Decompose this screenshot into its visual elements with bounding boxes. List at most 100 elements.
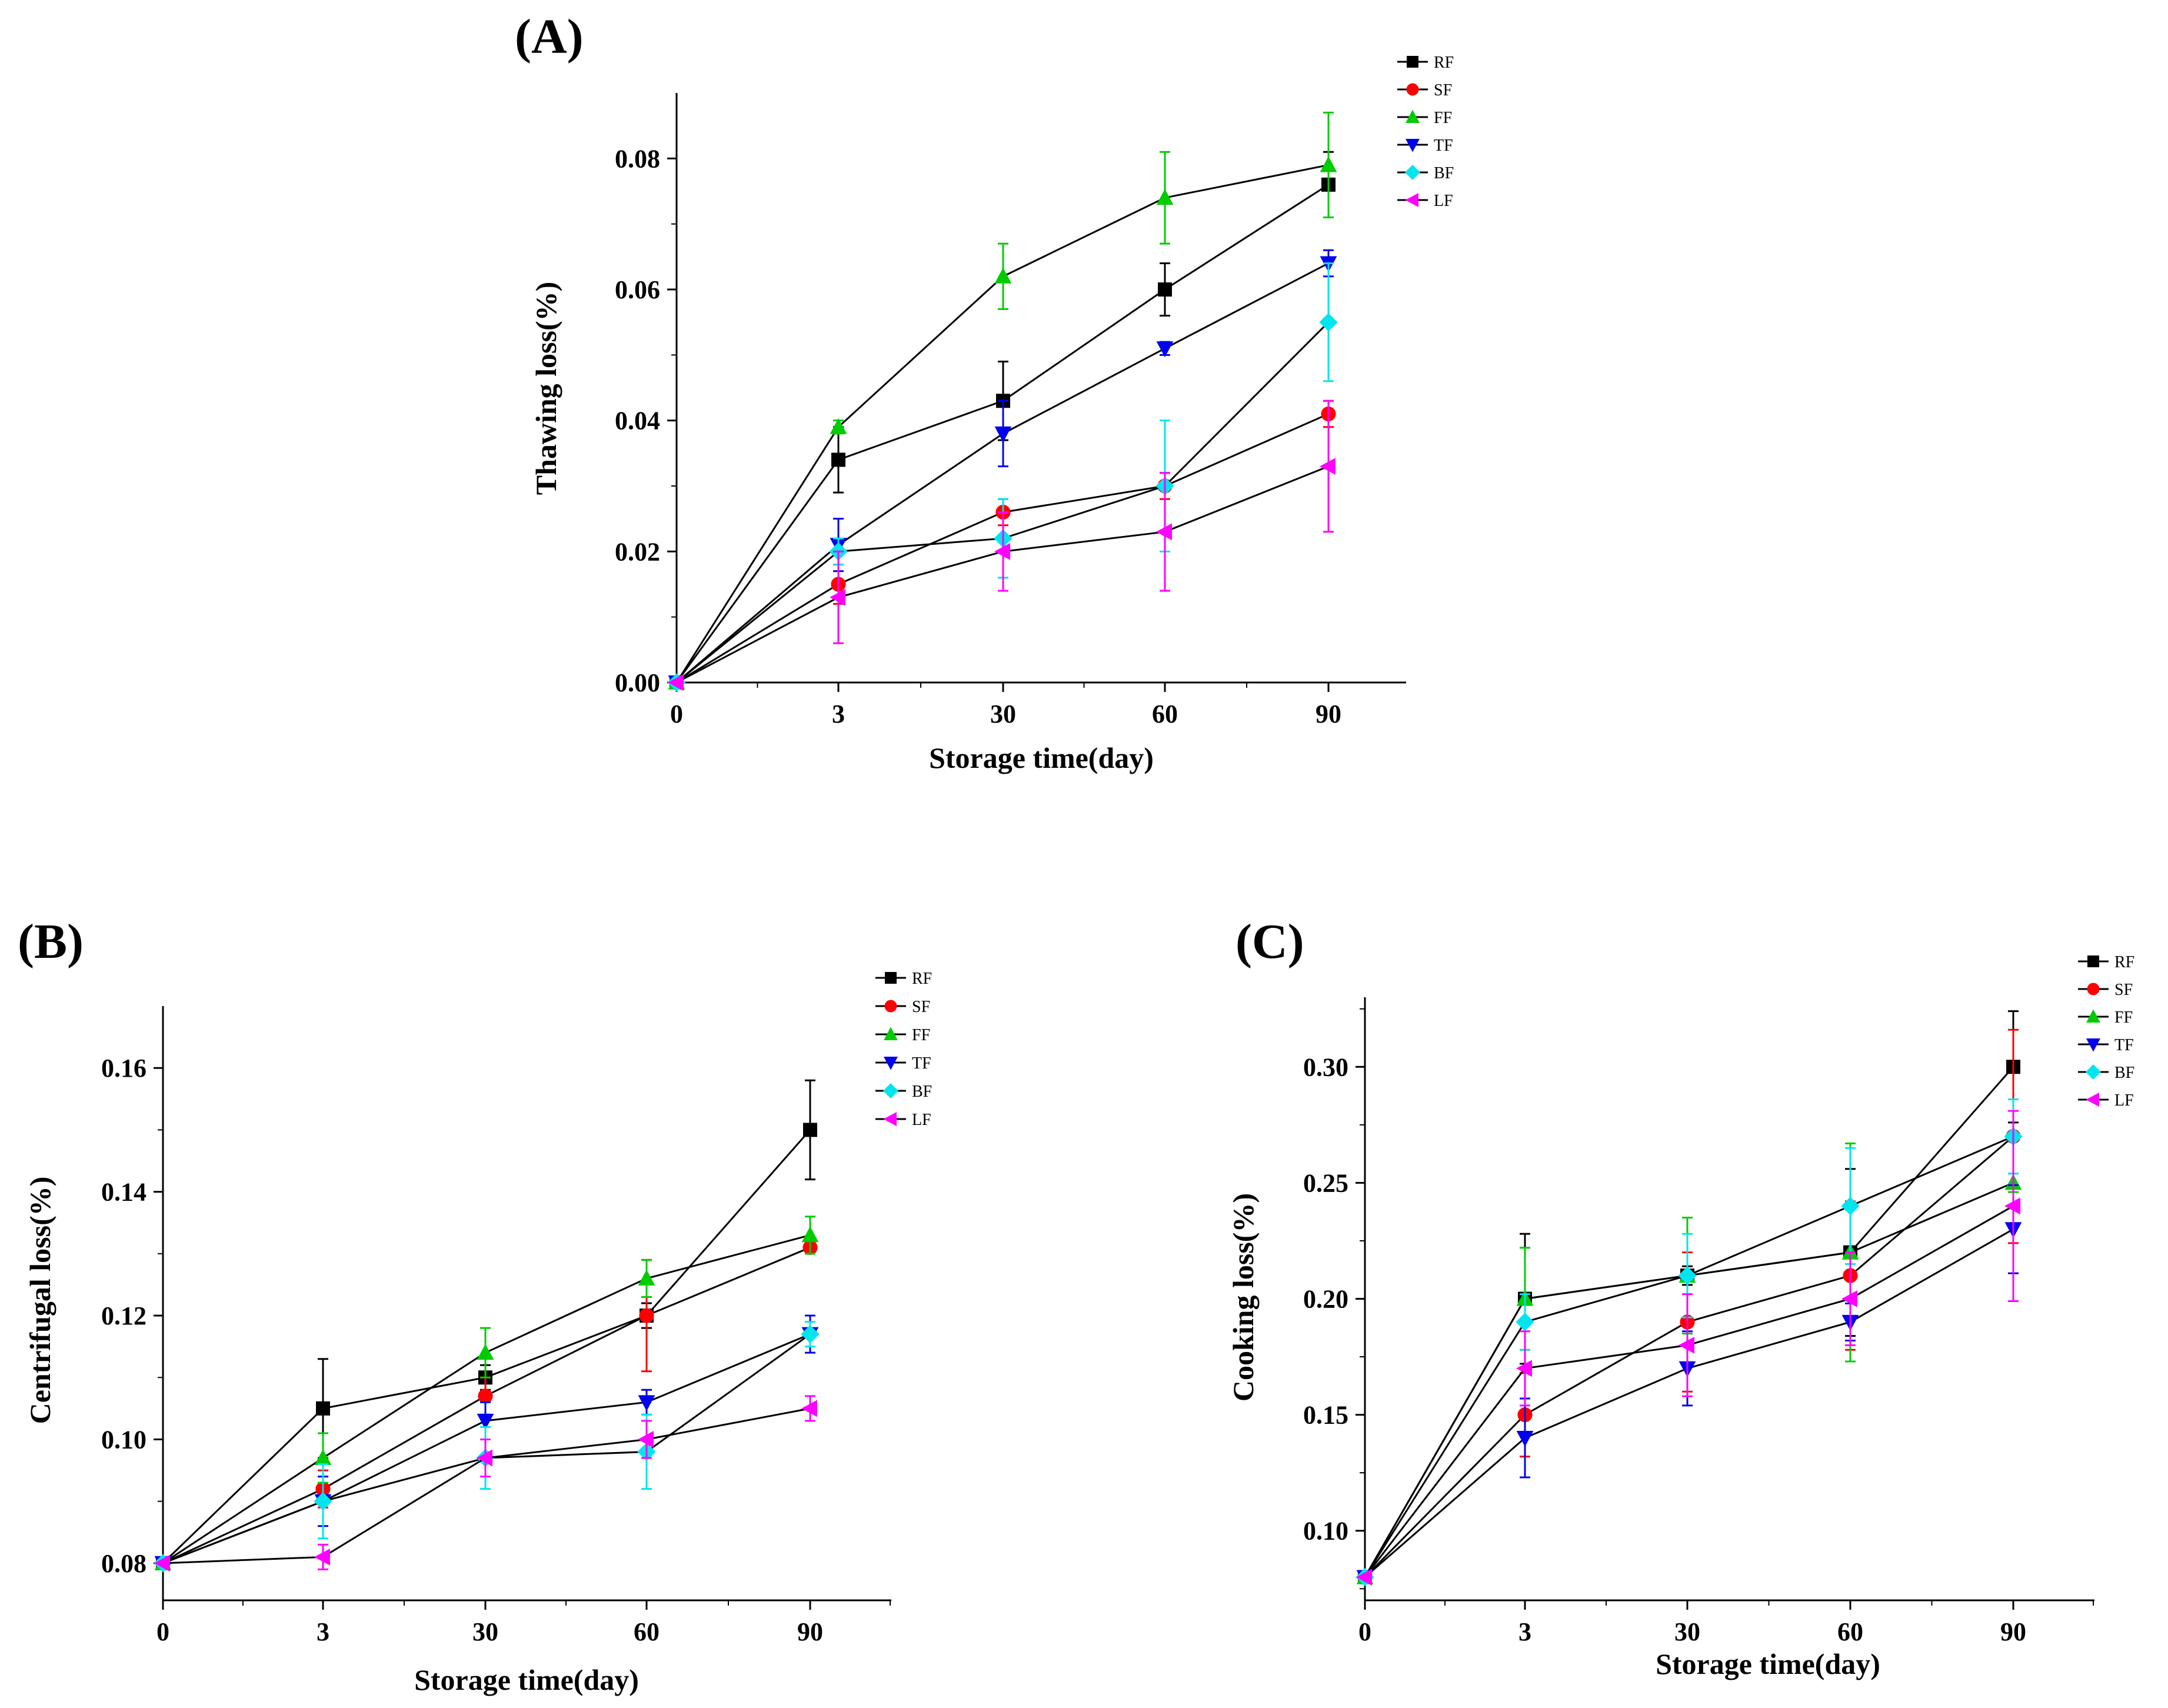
x-axis-title: Storage time(day) bbox=[1656, 1647, 1880, 1680]
legend-marker-LF bbox=[883, 1112, 897, 1126]
data-point-LF bbox=[1356, 1569, 1372, 1586]
x-tick-label: 3 bbox=[832, 700, 845, 728]
series-TF bbox=[668, 249, 1337, 691]
series-RF bbox=[1358, 1010, 2020, 1584]
y-tick-label: 0.08 bbox=[101, 1549, 146, 1578]
legend-label-RF: RF bbox=[1434, 54, 1454, 72]
legend-label-TF: TF bbox=[912, 1054, 931, 1073]
y-axis-title: Centrifugal loss(%) bbox=[24, 1177, 56, 1424]
legend-marker-FF bbox=[884, 1027, 898, 1040]
data-point-FF bbox=[1156, 189, 1174, 205]
data-point-LF bbox=[1320, 458, 1336, 475]
x-tick-label: 30 bbox=[990, 700, 1016, 728]
data-point-BF bbox=[314, 1492, 332, 1511]
legend-marker-BF bbox=[2086, 1064, 2101, 1080]
data-point-BF bbox=[1841, 1197, 1860, 1216]
series-line-FF bbox=[1364, 1182, 2014, 1578]
y-tick-label: 0.06 bbox=[615, 275, 660, 304]
series-line-TF bbox=[676, 262, 1329, 684]
panel-label: (B) bbox=[18, 914, 84, 969]
legend-label-LF: LF bbox=[2114, 1091, 2134, 1110]
series-SF bbox=[155, 1240, 818, 1571]
legend: RF SF FF TF BF LF bbox=[2078, 953, 2134, 1110]
legend-marker-SF bbox=[884, 1000, 897, 1013]
data-point-LF bbox=[668, 674, 684, 691]
legend-marker-LF bbox=[1405, 193, 1418, 207]
legend-marker-RF bbox=[1407, 56, 1418, 68]
y-tick-label: 0.12 bbox=[101, 1301, 146, 1330]
y-axis-title: Cooking loss(%) bbox=[1227, 1193, 1260, 1401]
data-point-FF bbox=[994, 267, 1012, 284]
x-tick-label: 60 bbox=[1837, 1617, 1863, 1646]
data-point-SF bbox=[639, 1308, 654, 1323]
legend-marker-RF bbox=[2087, 955, 2099, 967]
series-SF bbox=[1357, 1028, 2021, 1585]
data-point-LF bbox=[314, 1548, 330, 1566]
y-tick-label: 0.30 bbox=[1303, 1053, 1348, 1081]
legend-label-LF: LF bbox=[912, 1111, 931, 1129]
legend-label-FF: FF bbox=[1434, 109, 1452, 127]
y-tick-label: 0.08 bbox=[615, 144, 660, 173]
data-point-TF bbox=[994, 426, 1012, 442]
data-point-FF bbox=[1320, 156, 1337, 172]
y-tick-label: 0.10 bbox=[1303, 1517, 1348, 1546]
legend-label-FF: FF bbox=[2114, 1008, 2133, 1027]
panel-label: (A) bbox=[515, 9, 584, 64]
data-point-TF bbox=[1516, 1431, 1534, 1447]
series-LF bbox=[1356, 1110, 2020, 1586]
legend-marker-LF bbox=[2086, 1093, 2099, 1107]
data-point-LF bbox=[154, 1554, 170, 1572]
legend-marker-SF bbox=[2087, 983, 2100, 995]
data-point-FF bbox=[314, 1449, 332, 1466]
data-point-LF bbox=[477, 1449, 492, 1467]
y-axis-title: Thawing loss(%) bbox=[529, 282, 562, 495]
x-axis-title: Storage time(day) bbox=[414, 1663, 639, 1696]
data-point-LF bbox=[2004, 1197, 2020, 1215]
x-tick-label: 0 bbox=[156, 1617, 169, 1646]
x-tick-label: 30 bbox=[472, 1617, 498, 1646]
legend-label-SF: SF bbox=[2114, 981, 2133, 999]
legend-label-BF: BF bbox=[2114, 1064, 2134, 1082]
legend-label-BF: BF bbox=[1434, 164, 1454, 182]
y-tick-label: 0.02 bbox=[615, 537, 660, 566]
legend-label-LF: LF bbox=[1434, 192, 1453, 210]
legend-marker-TF bbox=[884, 1057, 898, 1070]
legend-label-RF: RF bbox=[912, 970, 932, 988]
panel-label: (C) bbox=[1235, 914, 1304, 969]
series-line-SF bbox=[1364, 1136, 2014, 1578]
legend-label-SF: SF bbox=[1434, 81, 1452, 99]
data-point-RF bbox=[803, 1123, 817, 1137]
chart-panel-C: (C) 0.10 0.15 0.20 0.25 0.30 0 3 30 60 90 Storage t… bbox=[1227, 914, 2134, 1680]
x-tick-label: 30 bbox=[1674, 1617, 1700, 1646]
x-axis-title: Storage time(day) bbox=[929, 741, 1154, 774]
y-tick-label: 0.00 bbox=[615, 668, 660, 697]
legend-label-TF: TF bbox=[2114, 1036, 2134, 1054]
data-point-RF bbox=[316, 1401, 330, 1416]
legend-label-BF: BF bbox=[912, 1083, 932, 1101]
legend-marker-TF bbox=[1406, 139, 1420, 152]
data-point-LF bbox=[1156, 523, 1172, 541]
y-tick-label: 0.04 bbox=[615, 407, 660, 435]
series-line-BF bbox=[162, 1333, 811, 1564]
y-tick-label: 0.15 bbox=[1303, 1401, 1348, 1430]
legend-marker-TF bbox=[2086, 1038, 2100, 1052]
data-point-LF bbox=[801, 1400, 817, 1417]
x-tick-label: 90 bbox=[797, 1617, 823, 1646]
legend-label-FF: FF bbox=[912, 1026, 930, 1044]
legend-marker-FF bbox=[2086, 1009, 2100, 1023]
x-tick-label: 90 bbox=[1316, 700, 1341, 728]
data-point-LF bbox=[1516, 1360, 1532, 1377]
data-point-FF bbox=[830, 418, 847, 434]
data-point-TF bbox=[638, 1395, 655, 1411]
data-point-FF bbox=[477, 1344, 494, 1360]
data-point-LF bbox=[1679, 1336, 1694, 1354]
series-TF bbox=[1356, 1184, 2022, 1586]
legend: RF SF FF TF BF LF bbox=[1397, 54, 1454, 210]
legend-marker-BF bbox=[883, 1083, 898, 1098]
x-tick-label: 60 bbox=[634, 1617, 660, 1646]
series-LF bbox=[668, 399, 1336, 691]
legend-marker-RF bbox=[885, 972, 897, 984]
x-tick-label: 90 bbox=[2000, 1617, 2026, 1646]
series-RF bbox=[156, 1079, 817, 1570]
